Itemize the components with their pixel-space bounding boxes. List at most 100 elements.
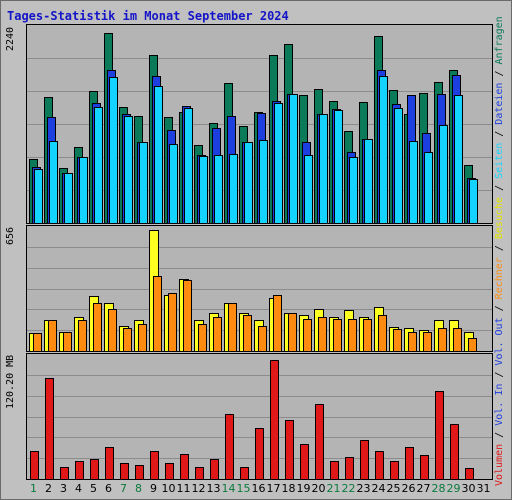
seiten-bar [424,152,433,223]
day-tick-label: 3 [60,482,67,495]
day-tick-label: 12 [191,482,206,495]
seiten-bar [79,157,88,223]
seiten-bar [454,95,463,223]
volumen-bar [315,404,324,479]
day-tick-label: 14 [221,482,236,495]
day-tick-label: 19 [296,482,311,495]
seiten-bar [214,155,223,223]
volumen-bar [345,457,354,479]
legend-part: / [494,299,505,318]
rechner-bar [198,324,207,351]
day-tick-label: 23 [356,482,371,495]
volumen-bar [165,463,174,479]
day-tick-label: 27 [416,482,431,495]
rechner-bar [78,320,87,351]
day-tick-label: 2 [45,482,52,495]
rechner-bar [303,319,312,351]
rechner-bar [288,313,297,351]
rechner-bar [318,317,327,351]
volumen-bar [180,454,189,479]
seiten-bar [274,103,283,223]
day-tick-label: 31 [476,482,491,495]
volumen-bar [465,468,474,479]
rechner-bar [33,333,42,351]
chart-title: Tages-Statistik im Monat September 2024 [7,9,289,23]
rechner-bar [108,309,117,351]
volumen-bar [45,378,54,479]
day-tick-label: 7 [120,482,127,495]
requests-y-max-label: 2240 [5,27,16,52]
day-tick-label: 28 [431,482,446,495]
day-tick-label: 17 [266,482,281,495]
rechner-bar [93,303,102,351]
seiten-bar [304,155,313,223]
rechner-bar [468,338,477,351]
seiten-bar [394,108,403,223]
volumen-bar [75,461,84,479]
volumen-bar [390,461,399,479]
rechner-bar [123,328,132,351]
seiten-bar [139,142,148,223]
legend-part: Besuche [494,196,505,240]
rechner-bar [168,293,177,351]
legend-part: / [494,425,505,444]
legend-part: Dateien [494,82,505,125]
volumen-bar [150,451,159,479]
volumen-bar [330,461,339,479]
seiten-bar [169,144,178,223]
seiten-bar [49,141,58,223]
day-tick-label: 30 [461,482,476,495]
seiten-bar [244,142,253,223]
requests-panel [26,24,493,224]
seiten-bar [409,141,418,223]
day-tick-label: 6 [105,482,112,495]
rechner-bar [153,276,162,351]
volumen-bar [210,459,219,479]
visits-chart [27,230,492,351]
day-tick-label: 1 [30,482,37,495]
volume-panel [26,353,493,480]
legend-part: Anfragen [494,16,505,65]
rechner-bar [333,319,342,351]
rechner-bar [438,328,447,351]
volumen-bar [135,465,144,479]
legend-part: Vol. In [494,383,505,426]
seiten-bar [289,94,298,223]
legend-part: Vol. Out [494,317,505,366]
rechner-bar [348,319,357,351]
volumen-bar [225,414,234,479]
day-tick-label: 24 [371,482,386,495]
seiten-bar [349,157,358,223]
visits-panel [26,225,493,352]
requests-chart [27,33,492,223]
legend-part: / [494,365,505,384]
day-tick-label: 16 [251,482,266,495]
legend-part: / [494,178,505,197]
rechner-bar [258,326,267,351]
volumen-bar [270,360,279,479]
volumen-bar [405,447,414,479]
rechner-bar [363,319,372,351]
seiten-bar [379,76,388,223]
day-tick-label: 8 [135,482,142,495]
volumen-bar [240,467,249,479]
legend-part: Seiten [494,142,505,179]
rechner-bar [453,328,462,351]
rechner-bar [183,280,192,351]
volumen-bar [375,451,384,479]
rechner-bar [63,332,72,351]
seiten-bar [364,139,373,223]
volumen-bar [90,459,99,479]
rechner-bar [423,332,432,351]
day-tick-label: 18 [281,482,296,495]
legend-part: Volumen [494,443,505,486]
day-tick-label: 5 [90,482,97,495]
seiten-bar [439,125,448,223]
day-axis-labels: 1 2 3 4 5 6 7 8 9 10 11 12 13 14 15 16 17 18 19 20 21 22 23 24 2… [26,482,491,496]
day-tick-label: 21 [326,482,341,495]
volumen-bar [120,463,129,479]
legend-part: Rechner [494,257,505,300]
seiten-bar [109,77,118,223]
volumen-bar [450,424,459,479]
seiten-bar [154,86,163,223]
